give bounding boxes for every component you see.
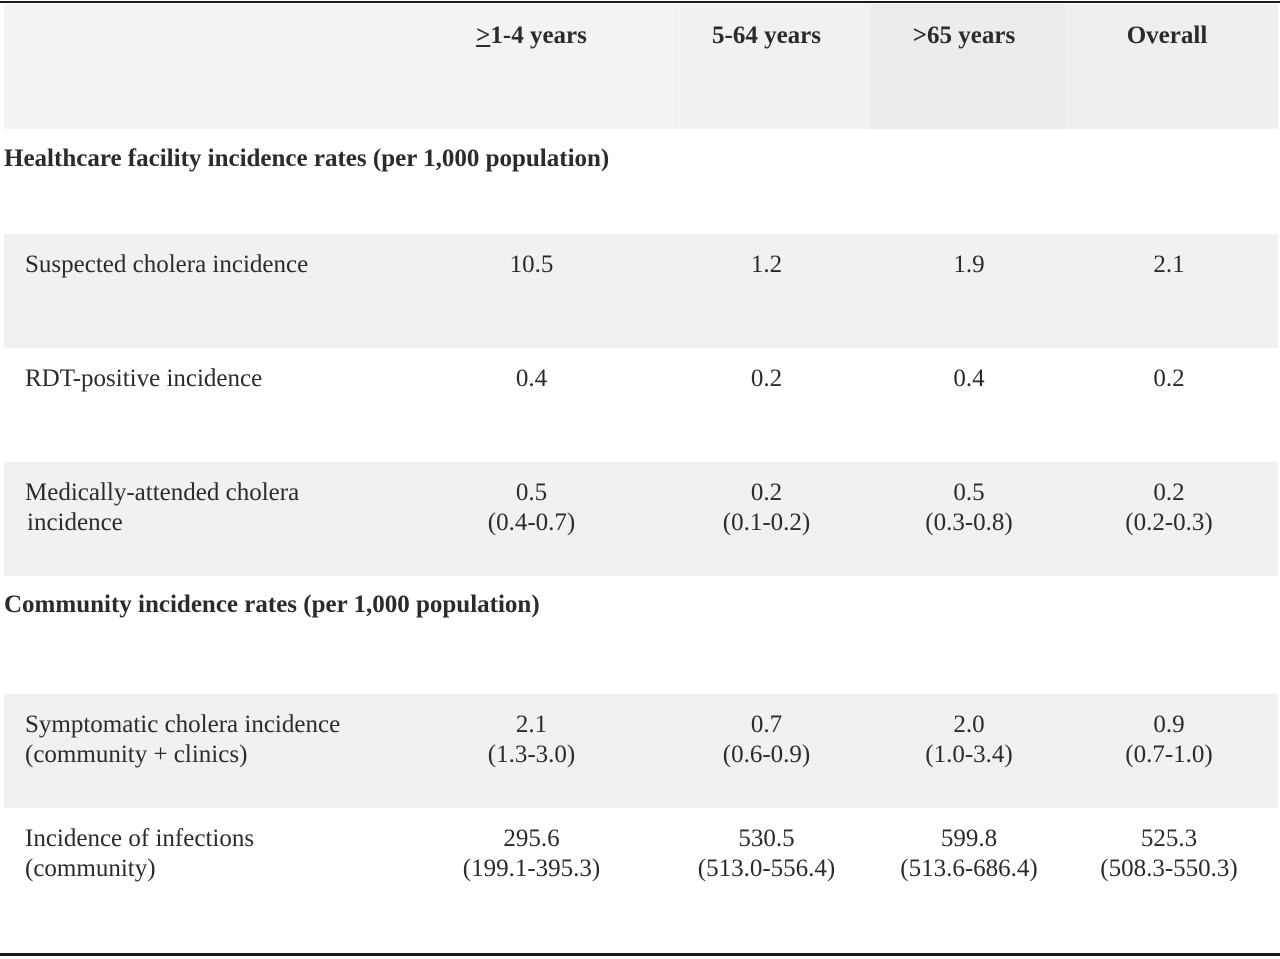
cell-value: 599.8: [940, 825, 998, 852]
header-band-col4: [1065, 4, 1278, 129]
cell-value: 530.5: [738, 825, 795, 852]
section-heading-community: Community incidence rates (per 1,000 pop…: [4, 591, 540, 618]
cell-medical-age-1-4: 0.5 (0.4-0.7): [434, 478, 629, 538]
cell-symptomatic-age-5-64: 0.7 (0.6-0.9): [664, 710, 869, 770]
cell-infections-age-5-64: 530.5 (513.0-556.4): [664, 824, 869, 884]
cell-ci: (0.6-0.9): [722, 741, 811, 768]
cell-rdt-age-5-64: 0.2: [750, 365, 783, 392]
cell-value: 0.5: [953, 479, 985, 506]
cell-suspected-age-65-plus: 1.9: [953, 251, 985, 278]
cell-value: 525.3: [1140, 825, 1198, 852]
header-age-1-4-text: 1-4 years: [490, 22, 587, 49]
greater-equal-symbol: >: [476, 22, 491, 49]
table-top-rule: [0, 1, 1280, 3]
cell-ci: (513.6-686.4): [900, 855, 1038, 882]
cell-suspected-age-5-64: 1.2: [750, 251, 783, 278]
header-band-col3: [870, 4, 1065, 129]
row-label-line1: Incidence of infections: [25, 825, 255, 852]
cell-symptomatic-age-1-4: 2.1 (1.3-3.0): [434, 710, 629, 770]
cell-medical-age-5-64: 0.2 (0.1-0.2): [664, 478, 869, 538]
row-label-suspected: Suspected cholera incidence: [25, 251, 309, 278]
row-label-line2: (community + clinics): [25, 741, 248, 768]
cell-value: 0.7: [750, 711, 783, 738]
row-label-rdt: RDT-positive incidence: [25, 365, 263, 392]
table-row-rdt: RDT-positive incidence 0.4 0.2 0.4 0.2: [4, 348, 1278, 462]
table-row-suspected: Suspected cholera incidence 10.5 1.2 1.9…: [4, 234, 1278, 348]
cell-symptomatic-age-65-plus: 2.0 (1.0-3.4): [869, 710, 1069, 770]
cell-value: 2.1: [515, 711, 548, 738]
cell-rdt-age-65-plus: 0.4: [953, 365, 985, 392]
cell-value: 295.6: [503, 825, 560, 852]
header-band-col1: [430, 4, 675, 129]
header-age-1-4: >1-4 years: [434, 21, 629, 51]
cell-ci: (0.4-0.7): [487, 509, 576, 536]
row-label-line2: (community): [25, 855, 156, 882]
cell-ci: (0.3-0.8): [925, 509, 1013, 536]
row-label-medically-attended: Medically-attended cholera incidence: [25, 478, 299, 538]
cell-value: 0.9: [1153, 711, 1185, 738]
cell-value: 0.2: [750, 479, 783, 506]
cell-symptomatic-overall: 0.9 (0.7-1.0): [1069, 710, 1269, 770]
header-row: >1-4 years 5-64 years >65 years Overall: [4, 4, 1278, 129]
header-band-col2: [675, 4, 870, 129]
header-age-65-plus: >65 years: [912, 22, 1016, 49]
table-row-symptomatic: Symptomatic cholera incidence (community…: [4, 694, 1278, 808]
cell-value: 0.2: [1153, 479, 1185, 506]
row-label-line1: Medically-attended cholera: [25, 479, 300, 506]
cell-suspected-overall: 2.1: [1153, 251, 1185, 278]
cell-infections-age-1-4: 295.6 (199.1-395.3): [434, 824, 629, 884]
cell-medical-overall: 0.2 (0.2-0.3): [1069, 478, 1269, 538]
cell-infections-age-65-plus: 599.8 (513.6-686.4): [869, 824, 1069, 884]
header-band-label: [4, 4, 430, 129]
cell-ci: (513.0-556.4): [697, 855, 836, 882]
cell-ci: (508.3-550.3): [1100, 855, 1238, 882]
cell-ci: (0.7-1.0): [1125, 741, 1213, 768]
cell-medical-age-65-plus: 0.5 (0.3-0.8): [869, 478, 1069, 538]
cell-ci: (0.2-0.3): [1125, 509, 1213, 536]
table-bottom-rule: [0, 953, 1280, 956]
row-label-line1: Symptomatic cholera incidence: [25, 711, 341, 738]
cell-rdt-age-1-4: 0.4: [515, 365, 548, 392]
header-age-5-64: 5-64 years: [712, 22, 821, 49]
row-label-infections: Incidence of infections (community): [25, 824, 254, 884]
row-label-symptomatic: Symptomatic cholera incidence (community…: [25, 710, 340, 770]
cell-ci: (0.1-0.2): [722, 509, 811, 536]
cell-ci: (1.0-3.4): [925, 741, 1013, 768]
cell-ci: (199.1-395.3): [462, 855, 601, 882]
cell-value: 2.0: [953, 711, 985, 738]
cell-rdt-overall: 0.2: [1153, 365, 1185, 392]
cell-suspected-age-1-4: 10.5: [509, 251, 554, 278]
header-overall: Overall: [1126, 22, 1208, 49]
cell-value: 0.5: [515, 479, 548, 506]
row-label-line2: incidence: [27, 509, 123, 536]
cell-ci: (1.3-3.0): [487, 741, 576, 768]
section-heading-healthcare: Healthcare facility incidence rates (per…: [4, 145, 610, 172]
table-row-infections: Incidence of infections (community) 295.…: [4, 808, 1278, 922]
cell-infections-overall: 525.3 (508.3-550.3): [1069, 824, 1269, 884]
table-row-medically-attended: Medically-attended cholera incidence 0.5…: [4, 462, 1278, 576]
